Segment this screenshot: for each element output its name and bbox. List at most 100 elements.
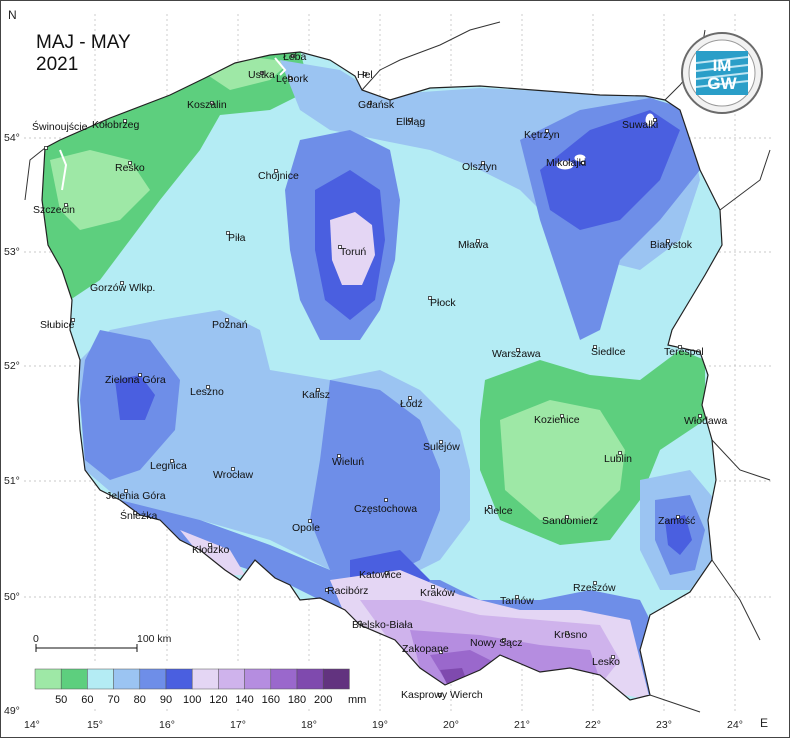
- city-label: Koszalin: [187, 99, 227, 111]
- city-label: Łódź: [400, 398, 423, 410]
- city-marker: [481, 161, 485, 165]
- city-label: Legnica: [150, 460, 187, 472]
- city-label: Opole: [292, 522, 320, 534]
- city-label: Siedlce: [591, 346, 626, 358]
- city-marker: [408, 118, 412, 122]
- latitude-tick-label: 50°: [4, 591, 20, 603]
- city-marker: [291, 54, 295, 58]
- latitude-tick-label: 54°: [4, 132, 20, 144]
- city-label: Nowy Sącz: [470, 637, 523, 649]
- longitude-tick-label: 18°: [301, 719, 317, 731]
- map-title: MAJ - MAY: [36, 32, 131, 53]
- north-label: N: [8, 8, 17, 22]
- city-label: Warszawa: [492, 348, 541, 360]
- city-marker: [226, 231, 230, 235]
- city-marker: [666, 239, 670, 243]
- city-marker: [593, 345, 597, 349]
- city-marker: [565, 515, 569, 519]
- city-label: Łeba: [283, 51, 307, 63]
- latitude-tick-label: 53°: [4, 246, 20, 258]
- city-marker: [358, 621, 362, 625]
- city-marker: [516, 348, 520, 352]
- city-marker: [438, 693, 442, 697]
- city-marker: [210, 101, 214, 105]
- longitude-tick-label: 16°: [159, 719, 175, 731]
- city-marker: [308, 519, 312, 523]
- precipitation-zones: [42, 52, 722, 700]
- city-marker: [439, 440, 443, 444]
- latitude-tick-label: 52°: [4, 360, 20, 372]
- longitude-tick-label: 23°: [656, 719, 672, 731]
- legend-swatch: [218, 668, 245, 690]
- city-marker: [337, 454, 341, 458]
- city-label: Sandomierz: [542, 515, 598, 527]
- city-marker: [428, 296, 432, 300]
- city-marker: [476, 239, 480, 243]
- city-label: Zielona Góra: [105, 374, 166, 386]
- legend-swatch: [270, 668, 298, 690]
- city-marker: [560, 414, 564, 418]
- city-label: Wieluń: [332, 456, 364, 468]
- city-label: Terespol: [664, 346, 704, 358]
- scale-bar-end-label: 100 km: [137, 633, 172, 645]
- city-label: Leszno: [190, 386, 224, 398]
- longitude-tick-label: 19°: [372, 719, 388, 731]
- city-label: Elbląg: [396, 116, 425, 128]
- city-label: Gorzów Wlkp.: [90, 282, 155, 294]
- city-label: Resko: [115, 162, 145, 174]
- city-marker: [593, 581, 597, 585]
- logo-text-top: IM: [713, 56, 732, 75]
- city-marker: [316, 388, 320, 392]
- legend-label: 100: [183, 694, 201, 706]
- city-label: Kozienice: [534, 414, 580, 426]
- city-marker: [385, 571, 389, 575]
- city-label: Kłodzko: [192, 544, 230, 556]
- cities: Łeba Hel Ustka Lębork Koszalin Świnoujście Koł…: [32, 51, 727, 701]
- city-label: Tarnów: [500, 595, 534, 607]
- city-label: Kołobrzeg: [92, 119, 139, 131]
- legend-label: 120: [209, 694, 227, 706]
- city-label: Zakopane: [402, 643, 449, 655]
- city-label: Krosno: [554, 629, 587, 641]
- city-label: Toruń: [340, 246, 366, 258]
- city-label: Zamość: [658, 515, 695, 527]
- scale-bar-start-label: 0: [33, 633, 39, 645]
- longitude-tick-label: 24°: [727, 719, 743, 731]
- city-label: Lębork: [276, 73, 309, 85]
- longitude-tick-label: 21°: [514, 719, 530, 731]
- legend-swatch: [165, 668, 193, 690]
- city-marker: [676, 515, 680, 519]
- city-label: Hel: [357, 69, 373, 81]
- legend-swatch: [34, 668, 62, 690]
- city-label: Gdańsk: [358, 99, 395, 111]
- city-marker: [325, 588, 329, 592]
- axis-ticks: 14° 15° 16° 17° 18° 19° 20° 21° 22° 23° 24° 54° 53° 5…: [4, 132, 743, 731]
- city-label: Włodawa: [684, 415, 727, 427]
- city-label: Jelenia Góra: [106, 490, 166, 502]
- city-label: Białystok: [650, 239, 693, 251]
- legend-label: 50: [55, 694, 67, 706]
- city-label: Chojnice: [258, 170, 299, 182]
- city-marker: [338, 245, 342, 249]
- city-marker: [123, 119, 127, 123]
- city-marker: [653, 118, 657, 122]
- city-label: Świnoujście: [32, 120, 88, 133]
- city-marker: [408, 396, 412, 400]
- city-label: Płock: [430, 297, 456, 309]
- city-label: Wrocław: [213, 469, 253, 481]
- legend-unit: mm: [348, 694, 366, 706]
- longitude-tick-label: 14°: [24, 719, 40, 731]
- city-marker: [260, 71, 264, 75]
- city-marker: [274, 169, 278, 173]
- legend-swatch: [244, 668, 272, 690]
- city-marker: [502, 638, 506, 642]
- city-marker: [128, 161, 132, 165]
- logo: IM GW: [681, 32, 763, 114]
- legend-label: 160: [262, 694, 280, 706]
- city-marker: [488, 505, 492, 509]
- longitude-tick-label: 20°: [443, 719, 459, 731]
- city-label: Kraków: [420, 587, 455, 599]
- city-marker: [618, 451, 622, 455]
- logo-text-bottom: GW: [707, 74, 737, 93]
